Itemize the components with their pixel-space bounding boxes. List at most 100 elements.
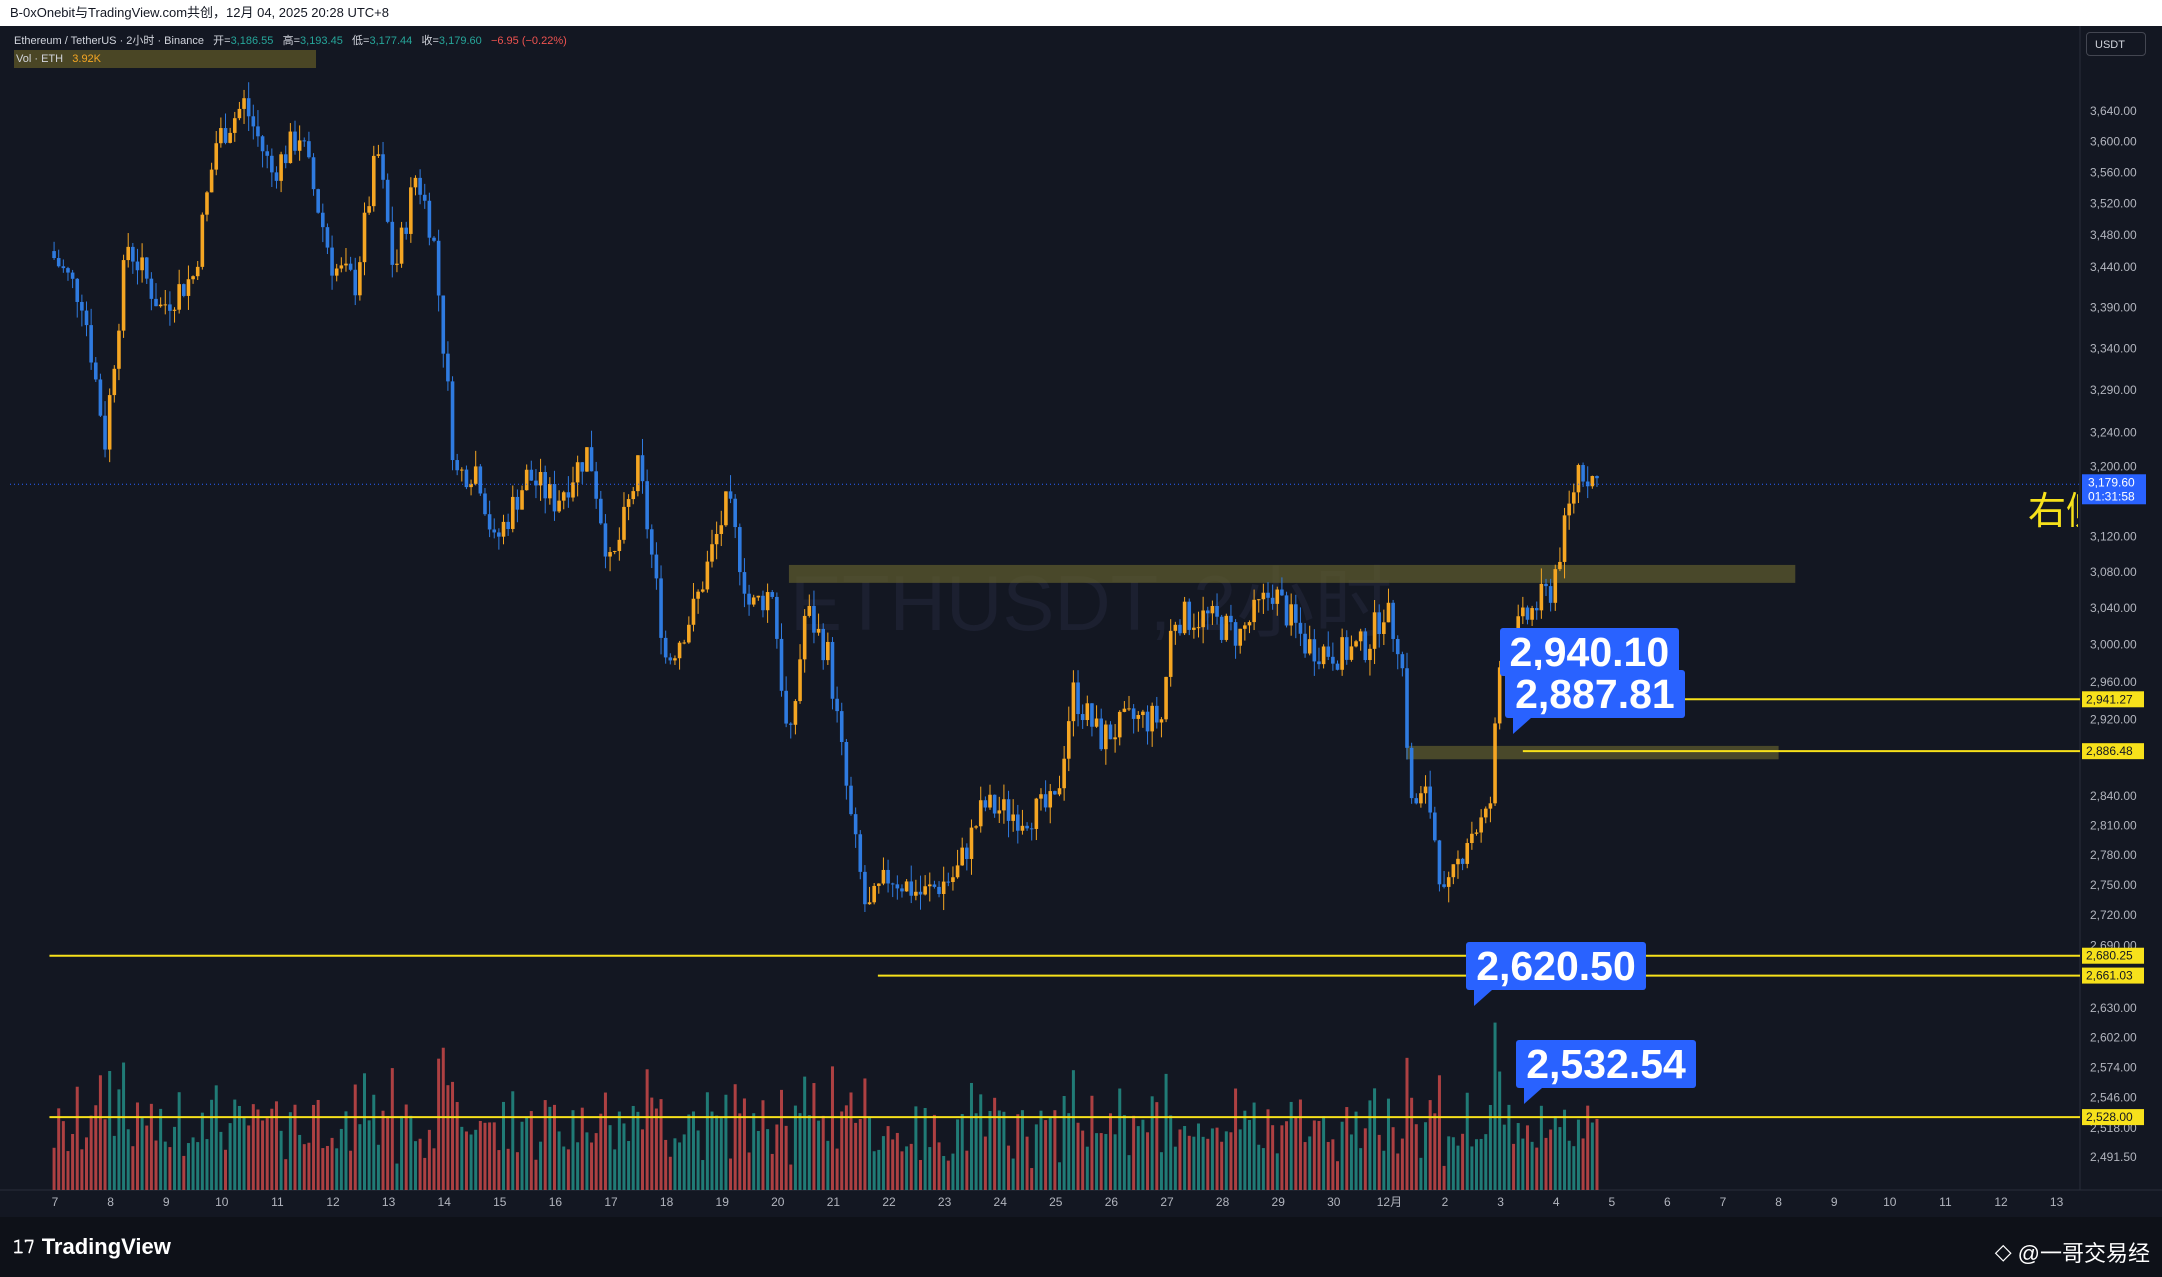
volume-bar: [1317, 1121, 1321, 1190]
volume-bar: [131, 1146, 135, 1190]
volume-bar: [1104, 1134, 1108, 1190]
volume-bar: [1030, 1168, 1034, 1190]
candle-body: [802, 615, 807, 660]
volume-bar: [983, 1136, 987, 1190]
candle-body: [645, 481, 649, 530]
volume-bar: [1178, 1129, 1182, 1190]
volume-bar: [1048, 1117, 1052, 1190]
volume-bar: [173, 1126, 177, 1190]
price-tick-label: 3,290.00: [2090, 383, 2137, 397]
candle-body: [144, 257, 149, 279]
candle-body: [626, 499, 631, 507]
candle-body: [260, 136, 265, 152]
candle-body: [1280, 589, 1284, 596]
candle-body: [1011, 814, 1015, 821]
price-callout[interactable]: 2,887.81: [1505, 669, 1685, 734]
candle-body: [103, 415, 107, 450]
candle-body: [1062, 758, 1066, 789]
candle-body: [612, 551, 617, 553]
volume-bar: [1363, 1128, 1367, 1190]
volume-bar: [1113, 1134, 1117, 1190]
candle-body: [1247, 622, 1252, 626]
candle-body: [1294, 604, 1298, 623]
time-tick-label: 26: [1105, 1195, 1119, 1209]
volume-bar: [817, 1120, 821, 1190]
tradingview-logo[interactable]: 𝟷𝟽 TradingView: [12, 1234, 171, 1260]
candle-body: [941, 881, 946, 895]
candle-body: [501, 521, 506, 537]
candle-body: [761, 595, 765, 611]
volume-bar: [469, 1134, 473, 1190]
resistance-zone[interactable]: [788, 564, 1796, 583]
candle-body: [1034, 798, 1039, 829]
time-tick-label: 6: [1664, 1195, 1671, 1209]
volume-bar: [659, 1099, 663, 1190]
candle-body: [1233, 622, 1238, 646]
candle-body: [927, 884, 932, 887]
volume-bar: [1525, 1125, 1529, 1190]
time-tick-label: 10: [1883, 1195, 1897, 1209]
volume-bar: [140, 1117, 144, 1190]
price-callout[interactable]: 2,940.10: [1499, 627, 1680, 692]
candle-body: [497, 532, 501, 537]
volume-bar: [803, 1076, 807, 1190]
candle-body: [460, 469, 464, 471]
candle-body: [1219, 616, 1224, 640]
volume-bar: [1058, 1162, 1062, 1190]
volume-bar: [256, 1109, 260, 1190]
volume-bar: [1512, 1143, 1516, 1190]
volume-bar: [719, 1118, 723, 1190]
price-callout[interactable]: 2,532.54: [1516, 1040, 1696, 1105]
candle-body: [1108, 724, 1113, 740]
volume-bar: [1285, 1121, 1289, 1190]
volume-bar: [905, 1146, 909, 1190]
level-price-badge: [2082, 1109, 2144, 1126]
candle-body: [270, 155, 274, 173]
candle-body: [246, 98, 251, 117]
time-tick-label: 4: [1553, 1195, 1560, 1209]
volume-bar: [1461, 1133, 1465, 1190]
volume-bar: [1118, 1088, 1122, 1190]
candle-body: [585, 447, 589, 472]
volume-bar: [701, 1160, 705, 1190]
candle-body: [673, 658, 677, 661]
candle-body: [302, 140, 307, 142]
candle-body: [1201, 610, 1205, 628]
price-chart[interactable]: ETHUSDT, 2小时3,640.003,600.003,560.003,52…: [0, 0, 2162, 1217]
candle-body: [1354, 641, 1358, 647]
time-tick-label: 16: [549, 1195, 563, 1209]
candle-body: [849, 785, 853, 815]
volume-bar: [608, 1125, 612, 1190]
candle-body: [575, 462, 580, 483]
volume-bar: [196, 1142, 200, 1190]
candle-body: [399, 227, 404, 264]
volume-bar: [1141, 1119, 1145, 1190]
price-tick-label: 2,574.00: [2090, 1060, 2137, 1074]
candle-body: [1530, 608, 1534, 620]
volume-bar: [247, 1125, 251, 1190]
candle-body: [1372, 612, 1377, 649]
candle-body: [747, 593, 751, 605]
candle-body: [1331, 656, 1335, 664]
candle-body: [1080, 714, 1085, 721]
candle-body: [788, 723, 793, 725]
volume-bar: [1377, 1134, 1381, 1190]
volume-bar: [960, 1114, 964, 1190]
candle-body: [1182, 601, 1187, 634]
volume-bar: [288, 1112, 292, 1190]
candle-body: [1187, 601, 1192, 630]
currency-button[interactable]: USDT: [2086, 32, 2146, 56]
time-tick-label: 7: [1720, 1195, 1727, 1209]
price-callout[interactable]: 2,620.50: [1466, 941, 1646, 1006]
volume-bar: [1354, 1111, 1358, 1190]
volume-bar: [1234, 1088, 1238, 1190]
resistance-zone[interactable]: [1406, 745, 1779, 760]
volume-bar: [756, 1130, 760, 1190]
candle-body: [473, 466, 478, 484]
volume-bar: [135, 1102, 139, 1190]
candle-body: [149, 278, 154, 299]
candle-body: [1205, 610, 1210, 614]
candle-body: [534, 480, 538, 486]
time-tick-label: 2: [1442, 1195, 1449, 1209]
volume-bar: [270, 1108, 274, 1190]
